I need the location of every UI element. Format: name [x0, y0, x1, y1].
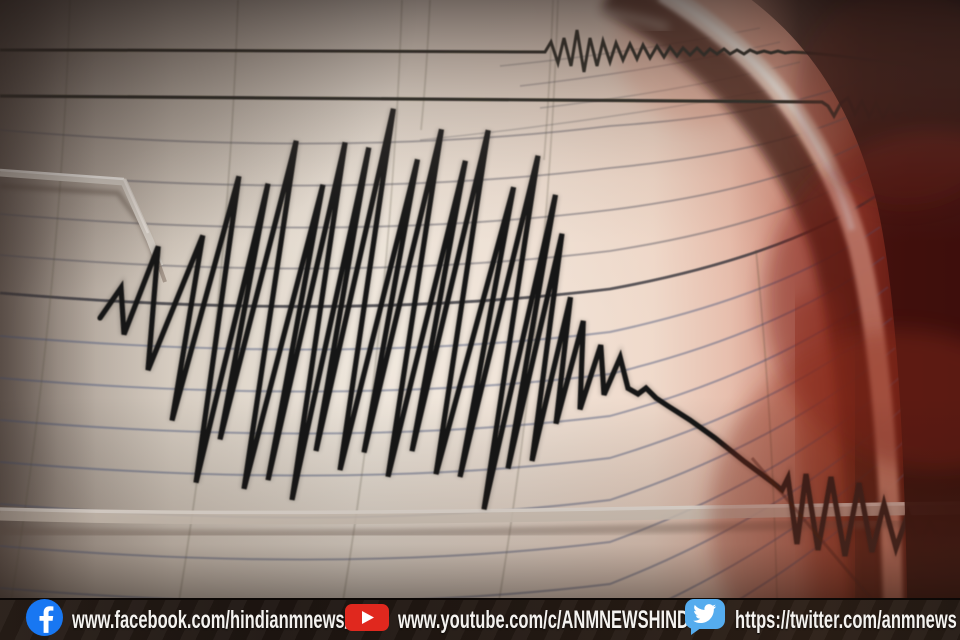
twitter-icon	[685, 599, 726, 640]
youtube-url: www.youtube.com/c/ANMNEWSHINDI	[398, 605, 694, 634]
social-links-bar: www.facebook.com/hindianmnews/ www.youtu…	[0, 598, 960, 640]
twitter-link[interactable]: https://twitter.com/anmnews	[685, 599, 960, 640]
facebook-link[interactable]: www.facebook.com/hindianmnews/	[26, 599, 492, 640]
facebook-icon	[26, 599, 63, 640]
youtube-link[interactable]: www.youtube.com/c/ANMNEWSHINDI	[345, 600, 846, 640]
facebook-url: www.facebook.com/hindianmnews/	[72, 605, 350, 634]
youtube-icon	[345, 604, 389, 636]
twitter-url: https://twitter.com/anmnews	[735, 605, 957, 634]
